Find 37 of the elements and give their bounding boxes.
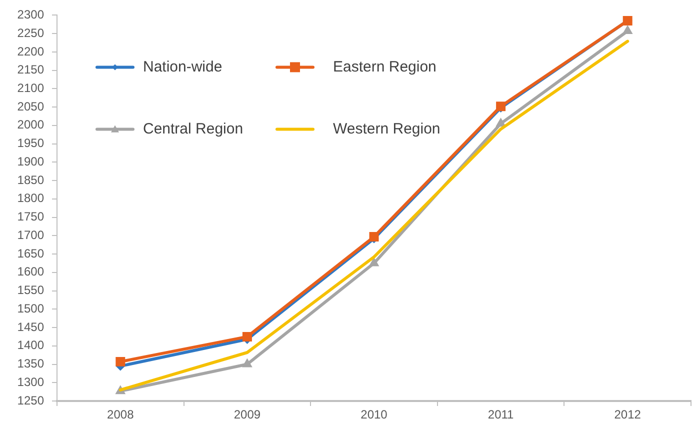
point [622,26,632,34]
y-tick-label: 1750 [17,210,44,224]
y-tick-label: 1450 [17,320,44,334]
point [242,332,252,342]
y-tick-label: 1850 [17,172,44,187]
x-tick-label: 2008 [107,408,134,422]
legend-label: Western Region [333,120,440,138]
x-tick-label: 2011 [488,408,514,422]
y-tick-label: 2000 [17,118,44,132]
y-tick-label: 1700 [17,228,44,242]
x-tick-label: 2009 [234,408,261,422]
y-tick-label: 2200 [17,44,44,58]
y-tick-label: 2150 [17,62,44,77]
x-tick-label: 2010 [360,408,388,422]
legend-label: Eastern Region [333,58,436,76]
legend-label: Central Region [143,120,244,138]
y-tick-label: 1950 [17,136,44,150]
y-tick-label: 1800 [17,191,44,206]
y-tick-label: 1250 [17,393,44,408]
y-tick-label: 2100 [17,81,44,95]
y-tick-label: 1650 [17,246,44,260]
point [242,358,252,368]
point [369,258,379,266]
y-tick-label: 1400 [17,338,44,352]
point [496,118,506,127]
y-tick-label: 1350 [17,356,44,371]
y-tick-label: 1500 [17,301,44,316]
point [116,356,126,366]
y-tick-label: 2300 [17,8,44,22]
y-tick-label: 2250 [17,26,44,40]
y-tick-label: 2050 [17,99,44,114]
x-tick-label: 2012 [614,408,642,422]
y-tick-label: 1900 [17,154,44,168]
legend-label: Nation-wide [143,58,222,76]
y-tick-label: 1600 [17,264,44,279]
y-tick-label: 1300 [17,374,44,389]
y-tick-label: 1550 [17,283,44,298]
